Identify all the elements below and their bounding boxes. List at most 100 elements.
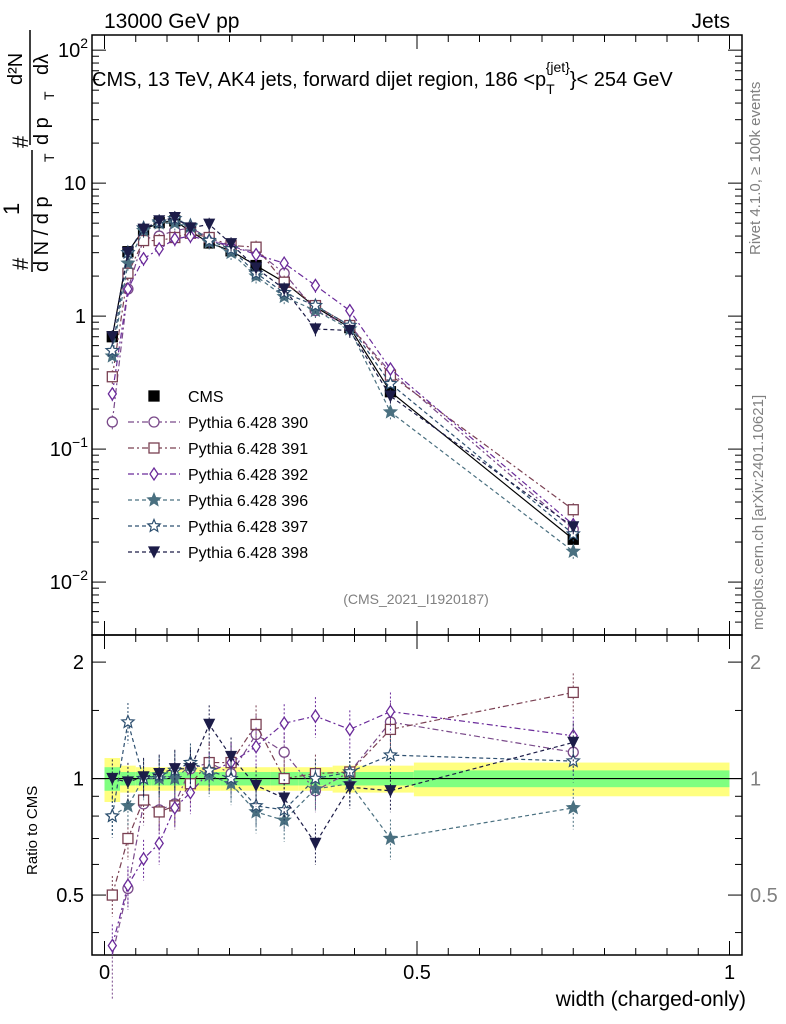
series-line bbox=[111, 220, 574, 540]
data-marker bbox=[146, 517, 162, 533]
data-marker bbox=[153, 767, 166, 781]
svg-text:#: # bbox=[8, 257, 33, 270]
data-marker bbox=[565, 799, 581, 815]
data-marker bbox=[203, 218, 216, 231]
data-marker bbox=[147, 546, 161, 559]
ratio-ylabel: Ratio to CMS bbox=[24, 786, 41, 875]
legend-label: Pythia 6.428 397 bbox=[188, 519, 308, 536]
data-marker bbox=[307, 302, 324, 318]
series-line bbox=[111, 217, 574, 528]
data-marker bbox=[342, 763, 358, 779]
data-marker bbox=[168, 763, 181, 776]
header-category-label: Jets bbox=[691, 10, 730, 33]
svg-text:1: 1 bbox=[0, 203, 24, 215]
data-marker bbox=[276, 801, 292, 817]
legend-entry: CMS bbox=[148, 389, 224, 406]
data-marker bbox=[382, 830, 399, 846]
ratio-y-tick-label: 1 bbox=[73, 769, 84, 791]
svg-text:T: T bbox=[41, 91, 57, 100]
data-marker bbox=[565, 543, 581, 558]
ratio-y-tick-label-right: 0.5 bbox=[750, 885, 778, 907]
x-axis-label: width (charged-only) bbox=[555, 988, 746, 1011]
svg-text:T: T bbox=[41, 153, 57, 162]
series-cms bbox=[106, 215, 579, 545]
rivet-version-label: Rivet 4.1.0, ≥ 100k events bbox=[747, 82, 764, 255]
data-marker bbox=[279, 256, 289, 271]
data-marker bbox=[382, 375, 399, 391]
legend: CMS Pythia 6.428 390 Pythia 6.428 391 Pythi… bbox=[128, 389, 308, 562]
data-marker bbox=[201, 232, 217, 248]
legend-entry: Pythia 6.428 392 bbox=[128, 466, 308, 484]
series-pythia-6-428-390 bbox=[106, 221, 579, 537]
series-pythia-6-428-397 bbox=[104, 210, 581, 542]
ratio-y-tick-label: 2 bbox=[73, 652, 84, 674]
series-line bbox=[111, 235, 574, 526]
svg-text:d N / d p: d N / d p bbox=[31, 196, 53, 272]
data-marker bbox=[343, 324, 356, 337]
data-marker bbox=[278, 283, 291, 296]
svg-text:dλ: dλ bbox=[31, 54, 53, 75]
legend-label: Pythia 6.428 398 bbox=[188, 545, 308, 562]
ratio-pythia-6-428-398 bbox=[106, 705, 580, 865]
data-marker bbox=[120, 713, 136, 729]
legend-label: CMS bbox=[188, 389, 224, 406]
data-marker bbox=[567, 521, 580, 534]
data-marker bbox=[201, 762, 217, 777]
data-marker bbox=[170, 800, 180, 816]
svg-text:d²N: d²N bbox=[5, 53, 27, 85]
data-marker bbox=[122, 267, 134, 279]
data-marker bbox=[382, 747, 399, 762]
data-marker bbox=[106, 416, 118, 428]
data-marker bbox=[137, 771, 150, 784]
series-line bbox=[111, 222, 574, 552]
data-marker bbox=[106, 889, 118, 901]
axes: 10−2 10−1 1 10 102 0 0.5 1 0.5 0.5 1 1 2 2 bbox=[50, 34, 778, 984]
data-marker bbox=[137, 223, 150, 236]
data-marker bbox=[382, 403, 399, 419]
ratio-pythia-6-428-392 bbox=[107, 692, 579, 955]
data-marker bbox=[251, 247, 261, 262]
legend-entry: Pythia 6.428 396 bbox=[128, 491, 308, 510]
data-marker bbox=[170, 231, 180, 247]
series-pythia-6-428-391 bbox=[106, 226, 579, 518]
data-marker bbox=[148, 442, 160, 454]
data-marker bbox=[307, 770, 324, 786]
data-marker bbox=[104, 342, 121, 358]
data-marker bbox=[184, 763, 197, 776]
data-marker bbox=[567, 736, 580, 749]
series-pythia-6-428-396 bbox=[104, 215, 581, 559]
x-tick-label: 0.5 bbox=[403, 962, 431, 984]
data-marker bbox=[307, 297, 324, 313]
data-marker bbox=[153, 806, 165, 818]
data-marker bbox=[121, 776, 134, 789]
data-marker bbox=[146, 491, 162, 507]
data-marker bbox=[138, 251, 149, 266]
main-y-tick-label: 10−2 bbox=[50, 567, 88, 594]
data-marker bbox=[154, 241, 164, 257]
data-marker bbox=[201, 767, 217, 782]
ratio-y-tick-label: 0.5 bbox=[56, 885, 84, 907]
svg-text:#: # bbox=[8, 135, 33, 148]
main-y-tick-label: 102 bbox=[58, 35, 88, 62]
data-marker bbox=[153, 215, 166, 228]
series-pythia-6-428-398 bbox=[106, 211, 580, 535]
data-marker bbox=[106, 331, 119, 344]
data-marker bbox=[122, 832, 134, 845]
data-marker bbox=[310, 708, 321, 724]
data-marker bbox=[148, 390, 160, 402]
data-marker bbox=[154, 836, 164, 851]
data-marker bbox=[343, 781, 356, 794]
data-marker bbox=[120, 255, 136, 270]
series-layer bbox=[104, 210, 581, 999]
data-marker bbox=[309, 837, 322, 850]
ratio-y-tick-label-right: 1 bbox=[750, 769, 761, 791]
main-y-tick-label: 10 bbox=[64, 173, 86, 195]
data-marker bbox=[309, 323, 322, 336]
data-marker bbox=[385, 704, 396, 719]
ratio-y-tick-label-right: 2 bbox=[750, 652, 761, 674]
data-marker bbox=[120, 797, 136, 813]
data-marker bbox=[278, 792, 291, 805]
header-energy-label: 13000 GeV pp bbox=[104, 10, 239, 33]
data-marker bbox=[123, 281, 133, 297]
